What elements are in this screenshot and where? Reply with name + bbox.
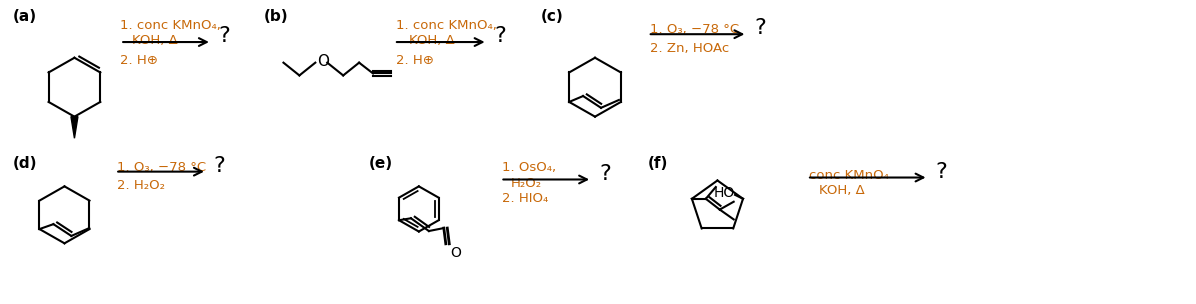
Text: KOH, Δ: KOH, Δ — [409, 34, 454, 47]
Text: 1. conc KMnO₄,: 1. conc KMnO₄, — [121, 19, 221, 33]
Text: 2. H⊕: 2. H⊕ — [121, 54, 158, 67]
Text: (a): (a) — [13, 9, 37, 24]
Text: KOH, Δ: KOH, Δ — [133, 34, 178, 47]
Text: (e): (e) — [370, 156, 393, 171]
Text: ?: ? — [755, 18, 765, 38]
Text: (f): (f) — [648, 156, 669, 171]
Text: O: O — [317, 54, 329, 69]
Text: O: O — [450, 246, 460, 260]
Text: 2. Zn, HOAc: 2. Zn, HOAc — [649, 42, 730, 55]
Text: (d): (d) — [13, 156, 37, 171]
Text: ?: ? — [935, 162, 947, 181]
Text: HO: HO — [713, 186, 734, 200]
Text: ?: ? — [214, 156, 226, 176]
Text: 1. OsO₄,: 1. OsO₄, — [502, 161, 556, 174]
Text: 1. conc KMnO₄,: 1. conc KMnO₄, — [396, 19, 496, 33]
Polygon shape — [71, 117, 78, 138]
Text: H₂O₂: H₂O₂ — [511, 177, 542, 189]
Text: ?: ? — [494, 26, 506, 46]
Text: ?: ? — [219, 26, 231, 46]
Text: conc KMnO₄: conc KMnO₄ — [808, 169, 889, 182]
Text: (c): (c) — [541, 9, 563, 24]
Text: 1. O₃, −78 °C: 1. O₃, −78 °C — [649, 23, 739, 36]
Text: 1. O₃, −78 °C: 1. O₃, −78 °C — [117, 161, 207, 174]
Text: 2. HIO₄: 2. HIO₄ — [502, 192, 549, 205]
Text: KOH, Δ: KOH, Δ — [819, 185, 865, 197]
Text: ?: ? — [599, 164, 611, 184]
Text: (b): (b) — [263, 9, 288, 24]
Text: 2. H₂O₂: 2. H₂O₂ — [117, 179, 165, 192]
Text: 2. H⊕: 2. H⊕ — [396, 54, 434, 67]
